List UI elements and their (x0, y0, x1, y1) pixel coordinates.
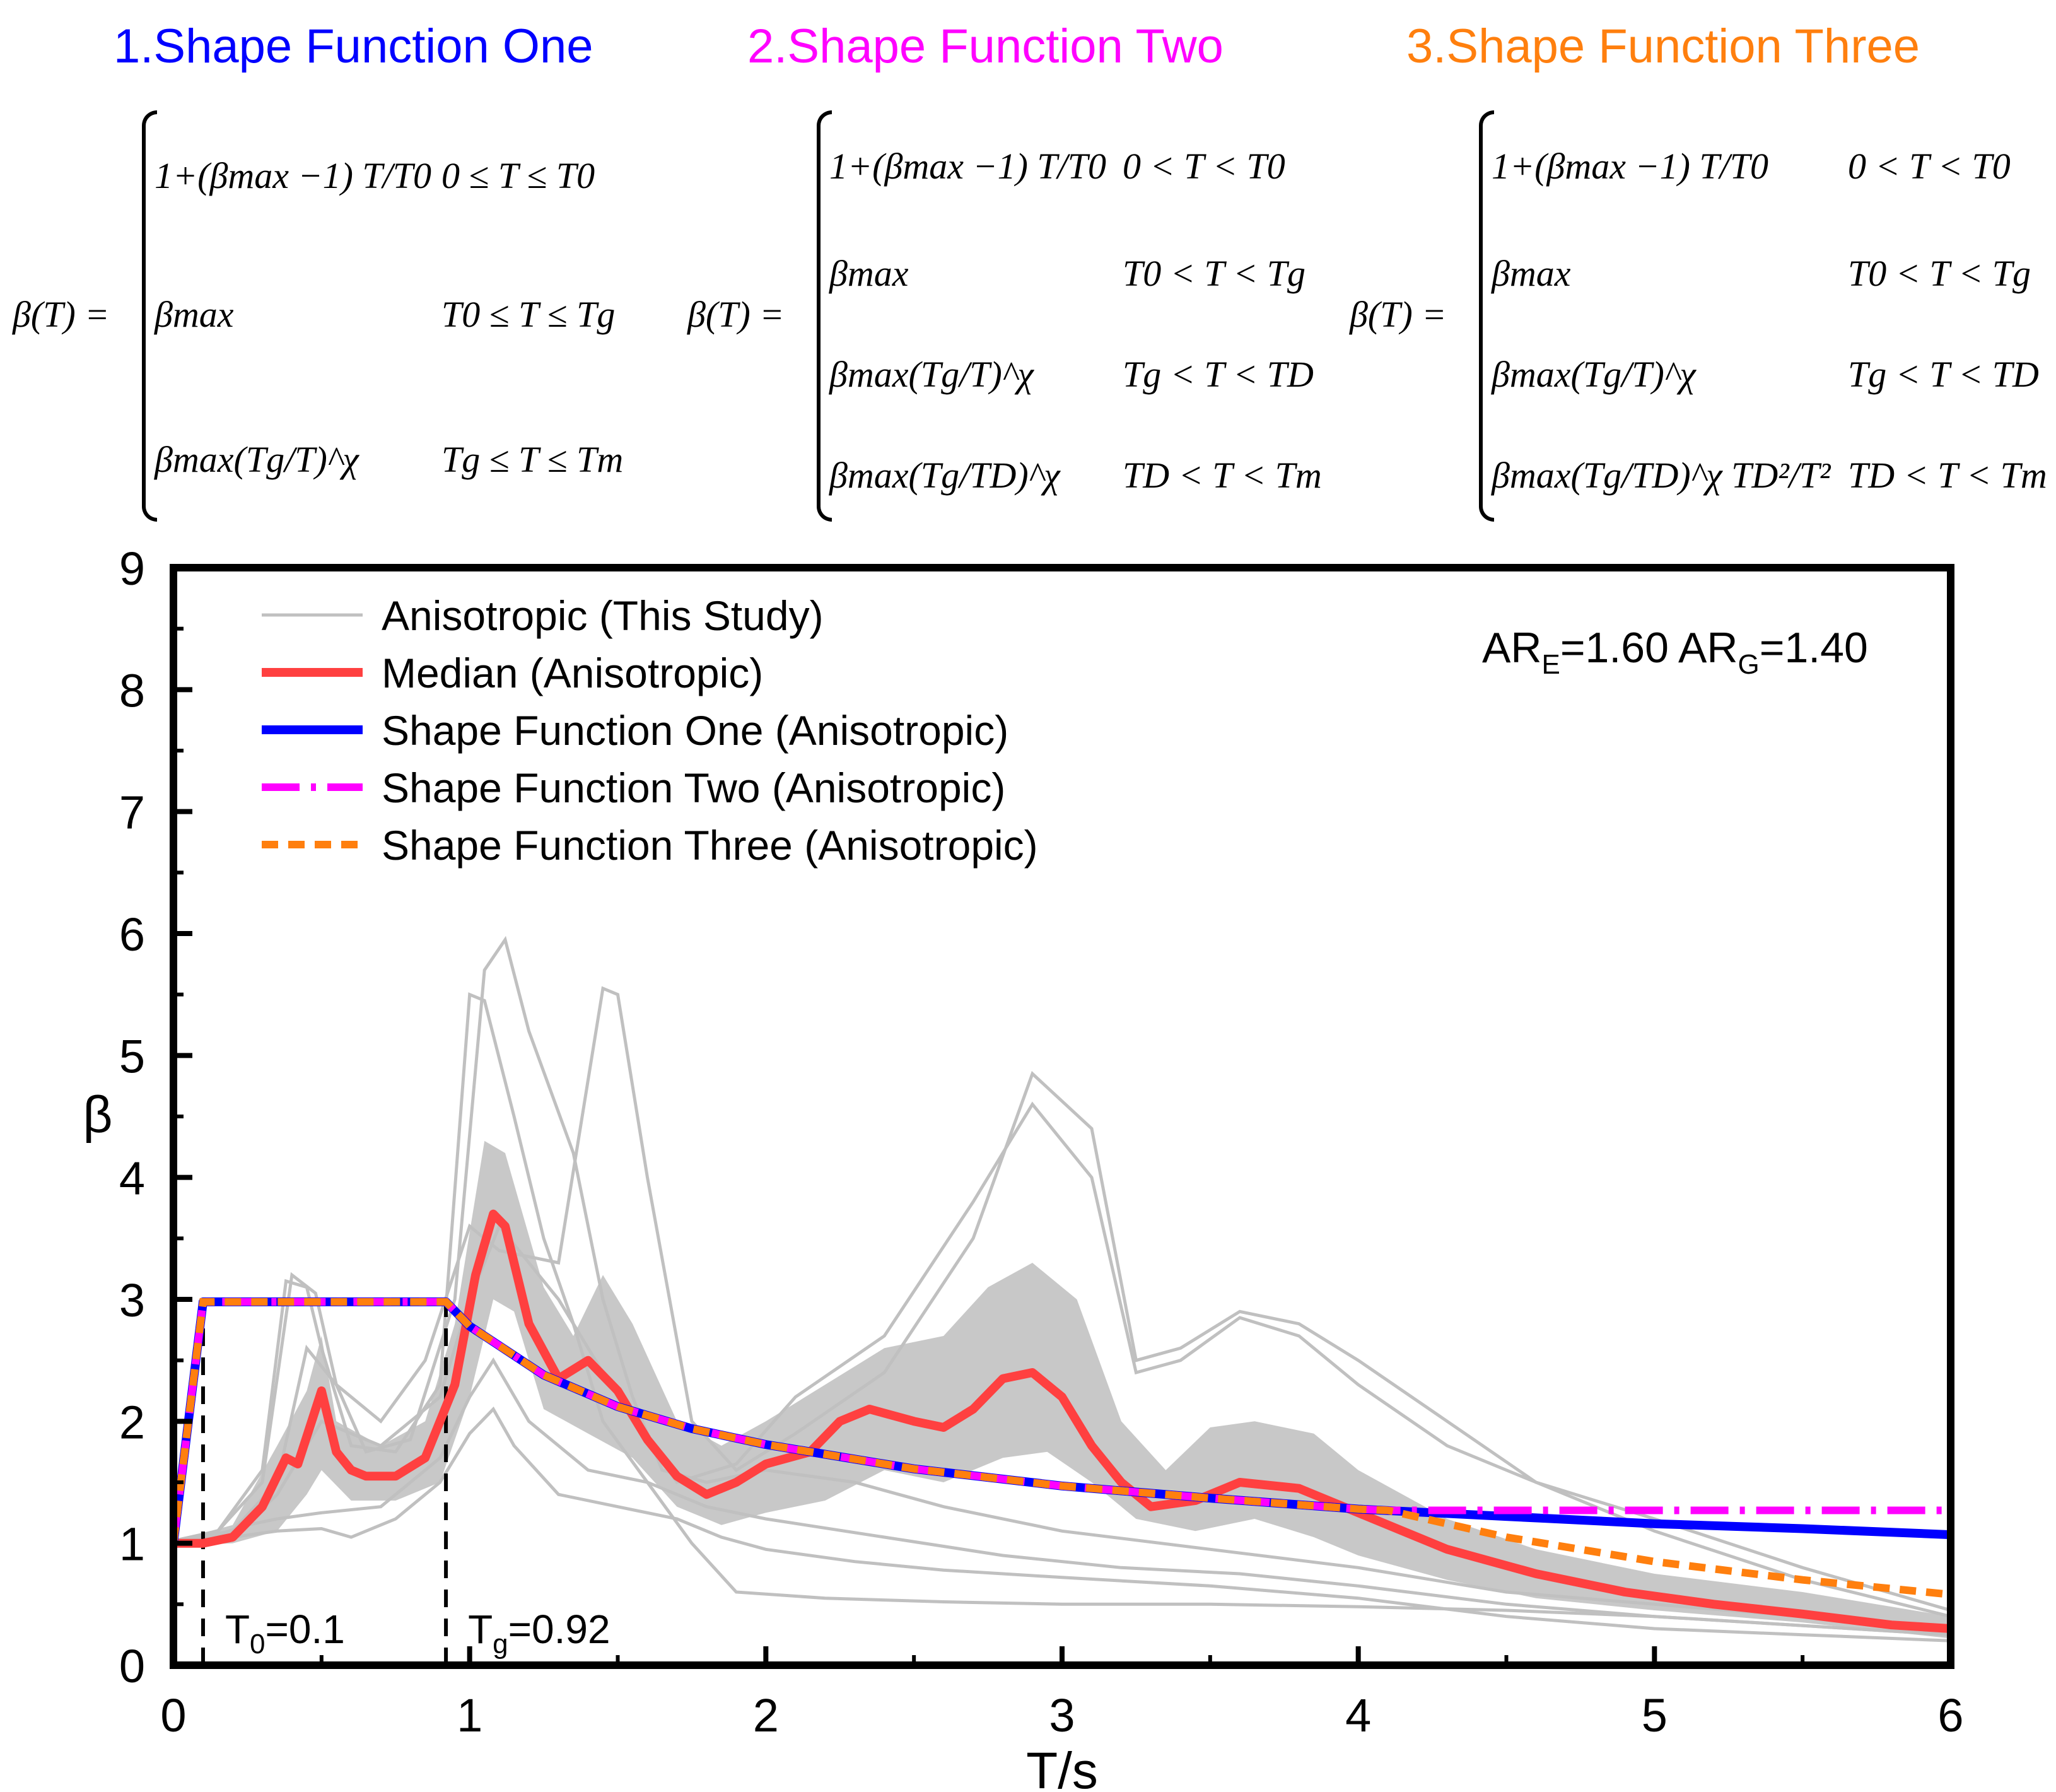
formula-row: 1+(βmax −1) T/T0 (1492, 146, 1769, 187)
formula-row: βmax(Tg/T)^χ (1492, 354, 1696, 395)
annotation-part: AR (1669, 624, 1738, 672)
formula-condition: Tg < T < TD (1848, 354, 2039, 395)
annotation-part: AR (1482, 624, 1541, 672)
anisotropic-record-line (173, 986, 1951, 1612)
y-tick-label: 7 (119, 787, 145, 839)
period-marker-label: Tg=0.92 (468, 1607, 610, 1660)
x-tick-label: 2 (753, 1689, 779, 1742)
legend-label: Shape Function One (Anisotropic) (382, 707, 1008, 754)
anisotropic-record-line (173, 1101, 1951, 1619)
shape-function-three-line (173, 1297, 1951, 1598)
interquartile-band (173, 1140, 1951, 1639)
formula-row: βmax(Tg/TD)^χ (829, 455, 1060, 496)
y-tick-label: 9 (119, 542, 145, 595)
legend-label: Median (Anisotropic) (382, 650, 763, 696)
aspect-ratio-annotation: ARE=1.60 ARG=1.40 (1482, 624, 1868, 680)
formula-brace (142, 110, 157, 522)
formula-row: βmax(Tg/TD)^χ TD²/T² (1492, 455, 1831, 496)
period-marker-label: T0=0.1 (225, 1607, 345, 1660)
formula-row: 1+(βmax −1) T/T0 (829, 146, 1107, 187)
marker-value: =0.92 (508, 1607, 610, 1652)
legend-label: Anisotropic (This Study) (382, 592, 824, 639)
formula-condition: TD < T < Tm (1848, 455, 2047, 496)
formula-condition: T0 ≤ T ≤ Tg (441, 294, 616, 335)
formula-condition: Tg ≤ T ≤ Tm (441, 439, 624, 480)
x-tick-label: 0 (160, 1689, 186, 1742)
median-line (173, 1209, 1951, 1633)
x-tick-label: 4 (1345, 1689, 1371, 1742)
x-tick-label: 3 (1049, 1689, 1075, 1742)
y-tick-label: 4 (119, 1152, 145, 1205)
marker-subscript: g (493, 1629, 508, 1660)
y-tick-label: 6 (119, 908, 145, 961)
x-tick-label: 1 (457, 1689, 482, 1742)
formula-row: 1+(βmax −1) T/T0 (155, 155, 432, 196)
formula-condition: Tg < T < TD (1123, 354, 1314, 395)
legend-label: Shape Function Three (Anisotropic) (382, 822, 1038, 869)
anisotropic-record-line (173, 992, 1951, 1637)
x-tick-label: 6 (1937, 1689, 1963, 1742)
formula-condition: 0 < T < T0 (1848, 146, 2011, 187)
annotation-part: =1.60 (1560, 624, 1669, 672)
formula-row: βmax(Tg/T)^χ (155, 439, 359, 480)
title-shape-function-two: 2.Shape Function Two (747, 20, 1224, 73)
annotation-part: =1.40 (1760, 624, 1868, 672)
shape-function-one-line (173, 1297, 1951, 1544)
formula-row: βmax (1492, 253, 1571, 294)
formula-condition: TD < T < Tm (1123, 455, 1322, 496)
formula-lhs: β(T) = (1350, 294, 1447, 335)
formula-condition: 0 < T < T0 (1123, 146, 1285, 187)
formula-row: βmax(Tg/T)^χ (829, 354, 1034, 395)
x-tick-label: 5 (1642, 1689, 1668, 1742)
formula-lhs: β(T) = (687, 294, 785, 335)
y-tick-label: 8 (119, 664, 145, 717)
anisotropic-record-line (173, 1357, 1951, 1637)
y-tick-label: 1 (119, 1518, 145, 1571)
anisotropic-record-line (173, 935, 1951, 1631)
marker-subscript: 0 (250, 1629, 265, 1660)
y-tick-label: 2 (119, 1396, 145, 1448)
formula-brace (817, 110, 832, 522)
formula-condition: T0 < T < Tg (1123, 253, 1305, 294)
anisotropic-record-line (173, 1406, 1951, 1643)
legend-label: Shape Function Two (Anisotropic) (382, 764, 1005, 811)
title-shape-function-one: 1.Shape Function One (114, 20, 593, 73)
annotation-part: E (1541, 649, 1560, 680)
x-axis-label: T/s (1026, 1742, 1098, 1792)
formula-condition: 0 ≤ T ≤ T0 (441, 155, 595, 196)
y-tick-label: 0 (119, 1640, 145, 1692)
y-axis-label: β (83, 1086, 112, 1144)
annotation-part: G (1738, 649, 1760, 680)
plot-area (173, 935, 1951, 1665)
y-tick-label: 5 (119, 1030, 145, 1082)
marker-value: =0.1 (266, 1607, 345, 1652)
formula-row: βmax (829, 253, 909, 294)
formula-brace (1479, 110, 1494, 522)
marker-base: T (468, 1607, 493, 1652)
formula-row: βmax (155, 294, 234, 335)
formula-condition: T0 < T < Tg (1848, 253, 2031, 294)
formula-lhs: β(T) = (13, 294, 110, 335)
y-tick-label: 3 (119, 1274, 145, 1326)
marker-base: T (225, 1607, 250, 1652)
title-shape-function-three: 3.Shape Function Three (1406, 20, 1920, 73)
